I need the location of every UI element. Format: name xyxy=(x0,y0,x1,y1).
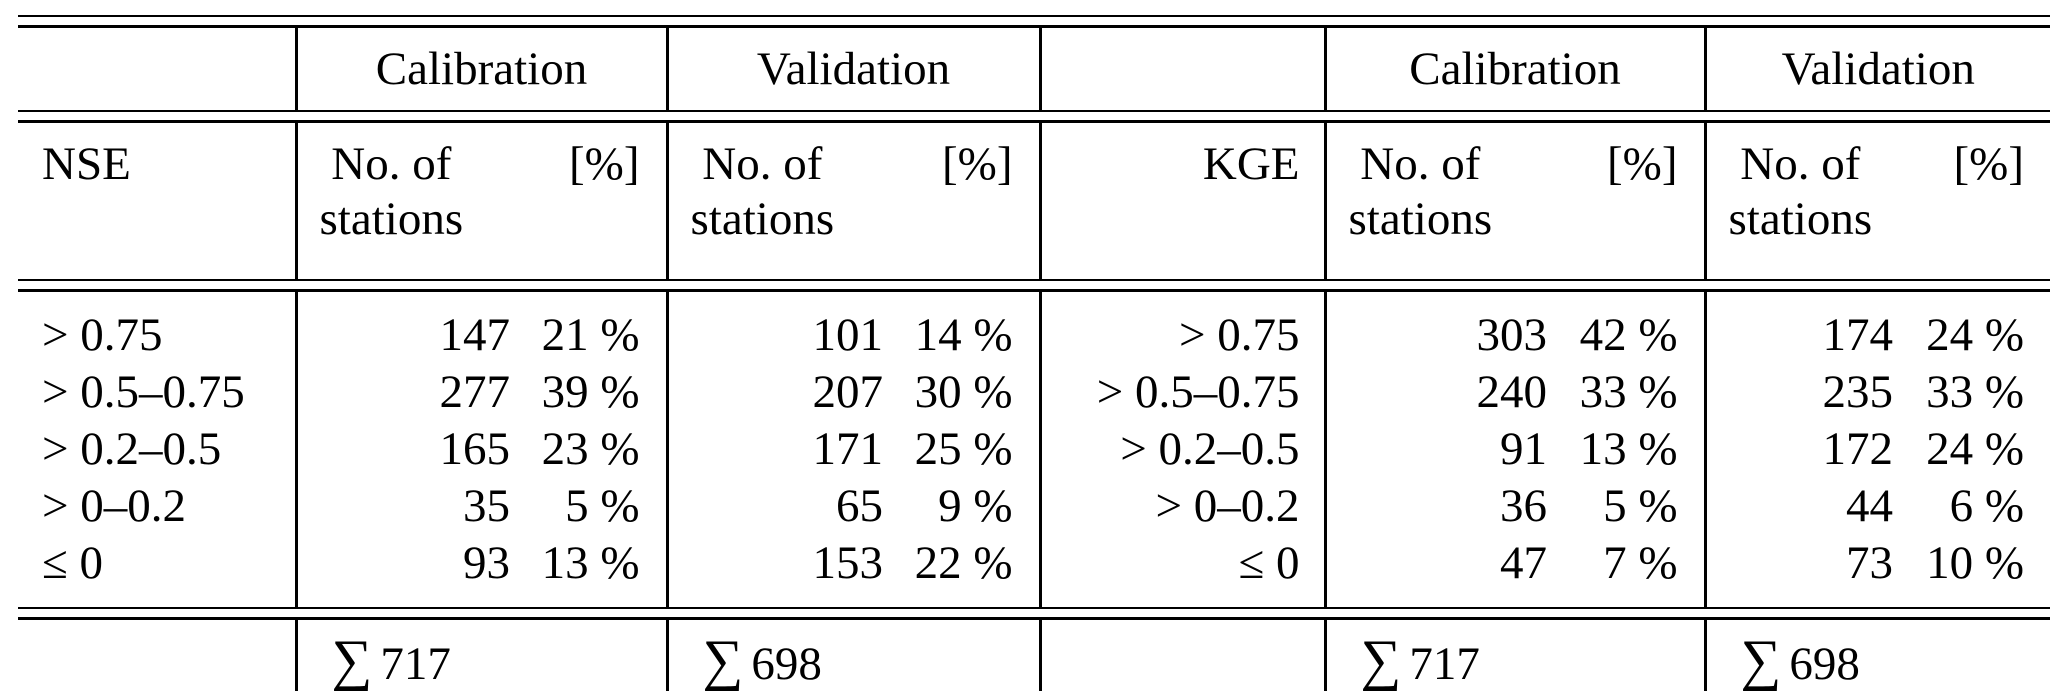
corner-cell xyxy=(18,28,296,110)
stations-header-text: No. of stations xyxy=(319,138,464,246)
table-row: > 0.2–0.5 165 23 % 171 25 % > 0.2–0.5 91… xyxy=(18,421,2050,478)
kge-cal-total: ∑ 717 xyxy=(1323,620,1705,691)
kge-cal-pct: 42 % xyxy=(1579,309,1678,361)
nse-val-pct: 14 % xyxy=(914,309,1013,361)
kge-cal-pct: 13 % xyxy=(1579,423,1678,475)
kge-val-pct: 33 % xyxy=(1926,366,2024,418)
nse-val-percent-header: [%] xyxy=(942,138,1013,190)
sigma-symbol: ∑ xyxy=(1360,629,1402,691)
kge-cal-total-value: 717 xyxy=(1409,638,1480,690)
kge-cal-pct: 33 % xyxy=(1579,366,1678,418)
stations-header-text: No. of stations xyxy=(1348,138,1493,246)
kge-cal-percent-header: [%] xyxy=(1607,138,1678,190)
nse-validation-header: Validation xyxy=(665,28,1040,110)
kge-range-label: ≤ 0 xyxy=(1038,535,1325,607)
table-row: > 0.75 147 21 % 101 14 % > 0.75 303 42 %… xyxy=(18,292,2050,364)
nse-val-pct: 25 % xyxy=(914,423,1013,475)
kge-cal-pct: 7 % xyxy=(1603,537,1678,589)
nse-range-label: > 0.75 xyxy=(42,309,163,361)
nse-val-count: 207 xyxy=(665,364,899,421)
stations-header-text: No. of stations xyxy=(1728,138,1873,246)
kge-range-label: > 0–0.2 xyxy=(1038,478,1325,535)
kge-val-count: 174 xyxy=(1703,292,1909,364)
kge-cal-count: 303 xyxy=(1323,292,1563,364)
kge-corner-cell xyxy=(1038,28,1325,110)
kge-val-pct: 10 % xyxy=(1926,537,2024,589)
nse-metric-header: NSE xyxy=(42,138,131,190)
kge-cal-stations-header: No. of stations xyxy=(1323,123,1563,279)
nse-val-pct: 22 % xyxy=(914,537,1013,589)
subheader-rule xyxy=(18,279,2050,292)
kge-range-label: > 0.5–0.75 xyxy=(1038,364,1325,421)
nse-val-pct: 9 % xyxy=(938,480,1013,532)
kge-val-count: 44 xyxy=(1703,478,1909,535)
nse-calibration-header: Calibration xyxy=(294,28,667,110)
kge-val-percent-header: [%] xyxy=(1953,138,2024,190)
nse-val-stations-header: No. of stations xyxy=(665,123,899,279)
nse-cal-pct: 21 % xyxy=(541,309,640,361)
kge-cal-count: 47 xyxy=(1323,535,1563,607)
nse-cal-count: 147 xyxy=(294,292,526,364)
nse-val-total: ∑ 698 xyxy=(665,620,1040,691)
nse-cal-pct: 39 % xyxy=(541,366,640,418)
nse-cal-total-value: 717 xyxy=(380,638,451,690)
nse-cal-stations-header: No. of stations xyxy=(294,123,526,279)
kge-cal-count: 36 xyxy=(1323,478,1563,535)
nse-cal-total: ∑ 717 xyxy=(294,620,667,691)
kge-val-stations-header: No. of stations xyxy=(1703,123,1909,279)
sigma-symbol: ∑ xyxy=(331,629,373,691)
kge-val-pct: 24 % xyxy=(1926,309,2024,361)
totals-row: ∑ 717 ∑ 698 ∑ 717 ∑ 698 xyxy=(18,620,2050,691)
kge-val-count: 172 xyxy=(1703,421,1909,478)
totals-empty-cell xyxy=(18,620,296,691)
nse-range-label: > 0–0.2 xyxy=(42,480,187,532)
table-row: > 0.5–0.75 277 39 % 207 30 % > 0.5–0.75 … xyxy=(18,364,2050,421)
kge-cal-pct: 5 % xyxy=(1603,480,1678,532)
nse-cal-pct: 13 % xyxy=(541,537,640,589)
nse-val-count: 153 xyxy=(665,535,899,607)
totals-empty-cell xyxy=(1038,620,1325,691)
kge-val-total-value: 698 xyxy=(1789,638,1860,690)
kge-cal-count: 240 xyxy=(1323,364,1563,421)
kge-val-count: 235 xyxy=(1703,364,1909,421)
sigma-symbol: ∑ xyxy=(702,629,744,691)
table-row: ≤ 0 93 13 % 153 22 % ≤ 0 47 7 % 73 10 % xyxy=(18,535,2050,607)
nse-range-label: ≤ 0 xyxy=(42,537,104,589)
nse-val-pct: 30 % xyxy=(914,366,1013,418)
header-rule xyxy=(18,110,2050,123)
kge-val-count: 73 xyxy=(1703,535,1909,607)
kge-val-pct: 6 % xyxy=(1949,480,2024,532)
table-row: > 0–0.2 35 5 % 65 9 % > 0–0.2 36 5 % 44 … xyxy=(18,478,2050,535)
kge-val-pct: 24 % xyxy=(1926,423,2024,475)
nse-cal-percent-header: [%] xyxy=(569,138,640,190)
nse-val-count: 65 xyxy=(665,478,899,535)
nse-val-count: 171 xyxy=(665,421,899,478)
sigma-symbol: ∑ xyxy=(1740,629,1782,691)
nse-cal-count: 277 xyxy=(294,364,526,421)
kge-validation-header: Validation xyxy=(1703,28,2050,110)
totals-rule xyxy=(18,607,2050,620)
kge-range-label: > 0.2–0.5 xyxy=(1038,421,1325,478)
top-rule xyxy=(18,15,2050,28)
nse-range-label: > 0.5–0.75 xyxy=(42,366,245,418)
kge-calibration-header: Calibration xyxy=(1323,28,1705,110)
nse-cal-pct: 5 % xyxy=(565,480,640,532)
nse-val-count: 101 xyxy=(665,292,899,364)
performance-stats-table: Calibration Validation Calibration Valid… xyxy=(18,15,2050,691)
nse-cal-count: 165 xyxy=(294,421,526,478)
nse-cal-count: 35 xyxy=(294,478,526,535)
kge-val-total: ∑ 698 xyxy=(1703,620,2050,691)
kge-range-label: > 0.75 xyxy=(1038,292,1325,364)
kge-cal-count: 91 xyxy=(1323,421,1563,478)
stations-header-text: No. of stations xyxy=(690,138,835,246)
kge-metric-header: KGE xyxy=(1038,123,1325,279)
nse-cal-count: 93 xyxy=(294,535,526,607)
nse-val-total-value: 698 xyxy=(751,638,822,690)
nse-range-label: > 0.2–0.5 xyxy=(42,423,222,475)
nse-cal-pct: 23 % xyxy=(541,423,640,475)
